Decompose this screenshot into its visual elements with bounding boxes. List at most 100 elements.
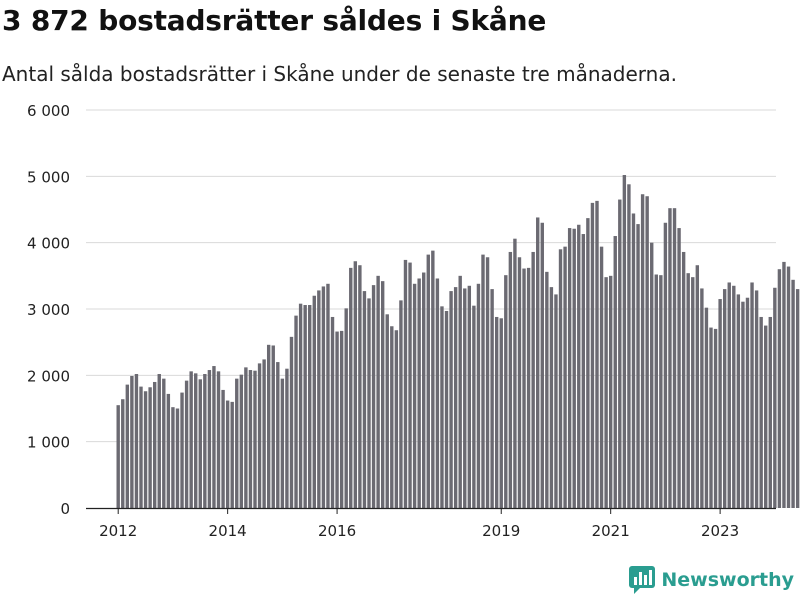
bar: [230, 401, 234, 508]
bar: [732, 285, 736, 508]
bar: [572, 228, 576, 509]
bar: [271, 345, 275, 508]
bar: [344, 308, 348, 508]
brand-name: Newsworthy: [661, 569, 794, 591]
y-tick-label: 6 000: [27, 102, 70, 120]
bar: [326, 283, 330, 508]
bar: [622, 175, 627, 508]
bar: [171, 407, 175, 508]
bar: [764, 325, 768, 508]
bar: [189, 371, 193, 508]
bar: [408, 262, 412, 508]
bar: [353, 261, 358, 508]
bar: [745, 297, 750, 508]
bar: [681, 251, 686, 508]
bar: [654, 274, 658, 508]
bar: [162, 378, 166, 508]
bar: [380, 281, 385, 508]
bar: [795, 289, 800, 508]
bar: [472, 305, 476, 508]
chart-title: 3 872 bostadsrätter såldes i Skåne: [2, 4, 547, 37]
bar: [435, 278, 440, 508]
bar: [522, 268, 526, 508]
bar: [549, 287, 554, 508]
x-tick-label: 2023: [701, 522, 739, 540]
bar: [677, 228, 681, 508]
bar: [431, 250, 435, 508]
bar: [709, 327, 713, 508]
bar: [490, 289, 494, 508]
bar: [239, 374, 244, 508]
bar: [586, 218, 590, 508]
bar: [668, 208, 672, 509]
bar: [508, 251, 513, 508]
bar: [280, 378, 285, 508]
bar: [394, 330, 399, 508]
bar: [504, 275, 508, 508]
bar: [253, 370, 257, 508]
bar-chart-icon: [629, 566, 656, 594]
bar: [335, 331, 339, 508]
bar: [513, 238, 517, 508]
bar: [317, 290, 321, 508]
bar: [463, 288, 467, 508]
bar: [599, 246, 604, 508]
bar: [166, 393, 171, 508]
bar: [777, 269, 782, 508]
bar: [736, 294, 741, 508]
bar: [563, 246, 567, 508]
bar: [722, 289, 727, 508]
x-tick-label: 2016: [318, 522, 356, 540]
bar: [390, 326, 394, 508]
bar: [618, 199, 622, 509]
bar: [691, 277, 695, 508]
x-tick-label: 2021: [592, 522, 630, 540]
bar: [517, 257, 522, 508]
bar: [399, 300, 403, 508]
bar: [303, 305, 307, 508]
bar: [257, 363, 262, 508]
bar: [704, 307, 709, 508]
bar: [426, 254, 430, 508]
bar: [567, 228, 572, 508]
bar: [184, 380, 189, 508]
bar: [130, 376, 134, 508]
bar: [759, 316, 763, 508]
bar: [444, 310, 449, 508]
y-tick-label: 3 000: [27, 301, 70, 319]
bar: [440, 306, 444, 508]
bar: [773, 287, 777, 508]
bar: [494, 316, 499, 508]
bar: [467, 285, 472, 508]
bar: [554, 294, 558, 508]
x-tick-label: 2014: [209, 522, 247, 540]
bar: [367, 298, 371, 508]
bar: [203, 374, 207, 508]
bar: [266, 344, 271, 508]
bar: [362, 291, 367, 508]
chart-subtitle: Antal sålda bostadsrätter i Skåne under …: [2, 62, 677, 86]
x-tick-label: 2019: [482, 522, 520, 540]
bar: [768, 316, 772, 508]
bar: [198, 379, 202, 508]
y-axis-labels: 0 1 000 2 000 3 000 4 000 5 000 6 000: [27, 102, 70, 518]
bar: [791, 279, 795, 508]
bar: [659, 275, 663, 508]
y-tick-label: 1 000: [27, 434, 70, 452]
bar: [581, 234, 586, 509]
bar: [298, 303, 303, 508]
bar: [143, 391, 148, 508]
x-axis: 2012201420162019202120232025: [86, 507, 776, 540]
bar: [727, 282, 731, 508]
bar: [262, 359, 266, 508]
bar: [248, 370, 253, 508]
bar: [558, 249, 563, 509]
bar: [330, 316, 335, 508]
bar: [371, 285, 376, 508]
bar: [595, 200, 599, 508]
bar: [545, 271, 549, 508]
bar: [157, 374, 161, 508]
bar: [577, 224, 581, 508]
bar: [531, 251, 535, 508]
bar: [741, 301, 745, 508]
